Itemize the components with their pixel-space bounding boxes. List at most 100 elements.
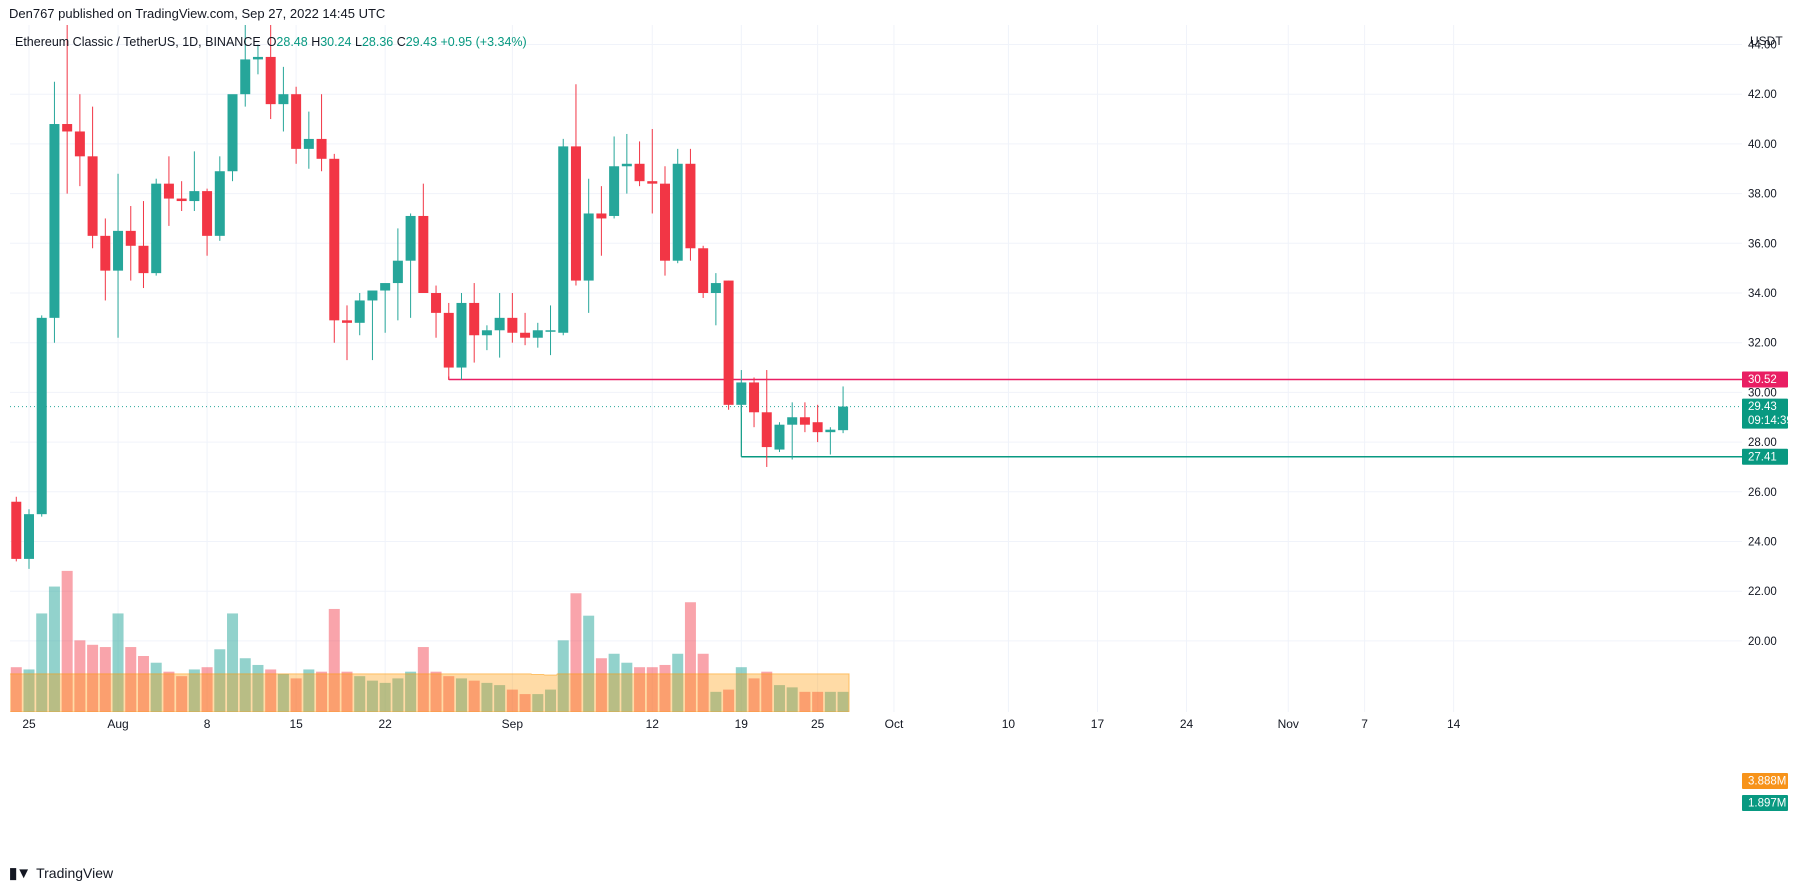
volume-bar: [723, 689, 735, 712]
candle-body: [202, 191, 213, 236]
candle-body: [214, 171, 225, 236]
volume-bar: [506, 689, 518, 712]
candle-body: [367, 290, 378, 301]
volume-bar: [87, 644, 99, 712]
volume-bar: [36, 613, 48, 712]
volume-bar: [405, 671, 417, 712]
volume-bar: [824, 691, 836, 712]
volume-bar: [150, 662, 162, 712]
time-tick-label: Aug: [107, 717, 128, 731]
volume-bar: [379, 682, 391, 712]
level-tag-support: 27.41: [1742, 448, 1788, 465]
published-by-text: Den767 published on TradingView.com, Sep…: [9, 6, 386, 21]
volume-bar: [227, 613, 239, 712]
price-tick-label: 20.00: [1748, 636, 1777, 648]
candle-body: [151, 183, 162, 274]
volume-bar: [773, 685, 785, 712]
volume-bar: [532, 694, 544, 712]
candle-body: [596, 213, 607, 219]
volume-bar: [748, 678, 760, 712]
level-tag-resistance-bg: [1742, 371, 1788, 388]
grid-lines: [10, 25, 1742, 712]
time-tick-label: 8: [204, 717, 211, 731]
volume-bar: [608, 653, 620, 712]
candle-body: [583, 213, 594, 281]
price-tick-label: 22.00: [1748, 586, 1777, 598]
price-tick-label: 34.00: [1748, 288, 1777, 300]
time-tick-label: 17: [1091, 717, 1105, 731]
volume-bar: [761, 671, 773, 712]
candle-body: [723, 280, 734, 405]
volume-bar: [481, 682, 493, 712]
candle-body: [481, 330, 492, 336]
volume-ma-tag-text: 3.888M: [1748, 776, 1786, 788]
candle-body: [329, 158, 340, 321]
footer: ▮▼ TradingView: [9, 864, 113, 882]
volume-ma: [10, 673, 850, 712]
candle-body: [698, 248, 709, 293]
price-chart[interactable]: 44.00 42.00 40.00 38.00 36.00 34.00 32.00 30.00…: [0, 0, 1818, 860]
price-tick-label: 44.00: [1748, 40, 1777, 52]
candle-body: [838, 406, 849, 431]
volume-bar: [188, 669, 200, 712]
time-tick-label: 19: [735, 717, 749, 731]
candle-body: [710, 283, 721, 293]
candle-body: [49, 124, 60, 318]
candle-body: [418, 215, 429, 293]
candle-body: [621, 163, 632, 167]
candle-body: [469, 302, 480, 336]
volume-bar: [125, 647, 137, 712]
volume-bar: [392, 678, 404, 712]
candle-body: [265, 56, 276, 105]
volume-bar: [48, 586, 60, 712]
symbol-title[interactable]: Ethereum Classic / TetherUS, 1D, BINANCE: [15, 35, 261, 49]
volume-bar: [328, 608, 340, 712]
volume-bar: [812, 691, 824, 712]
volume-bar: [99, 647, 111, 712]
time-tick-label: 25: [22, 717, 36, 731]
volume-bar: [430, 671, 442, 712]
volume-bar: [646, 667, 658, 712]
price-tick-label: 30.00: [1748, 387, 1777, 399]
candle-body: [163, 183, 174, 199]
volume-last-tag-bg: [1742, 795, 1788, 811]
volume-bar: [672, 653, 684, 712]
volume-bar: [595, 658, 607, 712]
footer-brand[interactable]: TradingView: [36, 865, 114, 881]
candle-body: [392, 260, 403, 284]
volume-bar: [10, 667, 22, 712]
time-tick-label: 14: [1447, 717, 1461, 731]
candle-body: [138, 245, 149, 274]
time-tick-label: 25: [811, 717, 825, 731]
volume-ma-tag: 3.888M: [1742, 773, 1788, 789]
volume-bar: [697, 653, 709, 712]
candle-body: [125, 230, 136, 246]
candle-body: [787, 417, 798, 425]
candle-body: [87, 156, 98, 236]
tradingview-logo-icon[interactable]: ▮▼: [9, 865, 31, 882]
price-tick-label: 28.00: [1748, 437, 1777, 449]
price-tick-label: 40.00: [1748, 139, 1777, 151]
volume-bar: [455, 678, 467, 712]
candle-body: [558, 146, 569, 333]
volume-bar: [277, 673, 289, 712]
volume-bar: [494, 685, 506, 712]
price-tick-label: 24.00: [1748, 537, 1777, 549]
time-tick-label: 24: [1180, 717, 1194, 731]
legend-close-key: C: [396, 35, 406, 49]
legend-high-key: H: [311, 35, 321, 49]
candle-body: [100, 235, 111, 271]
currency-unit: USDT: [1750, 34, 1783, 48]
candle-body: [494, 317, 505, 331]
volume-bar: [735, 667, 747, 712]
candle-body: [520, 332, 531, 338]
candle-body: [825, 429, 836, 433]
volume-bar: [799, 691, 811, 712]
legend-low-key: L: [354, 35, 362, 49]
candle-body: [405, 215, 416, 261]
volume-bar: [710, 691, 722, 712]
candle-body: [316, 138, 327, 159]
candle-body: [799, 417, 810, 425]
volume-bar: [545, 689, 557, 712]
time-tick-label: 12: [646, 717, 660, 731]
